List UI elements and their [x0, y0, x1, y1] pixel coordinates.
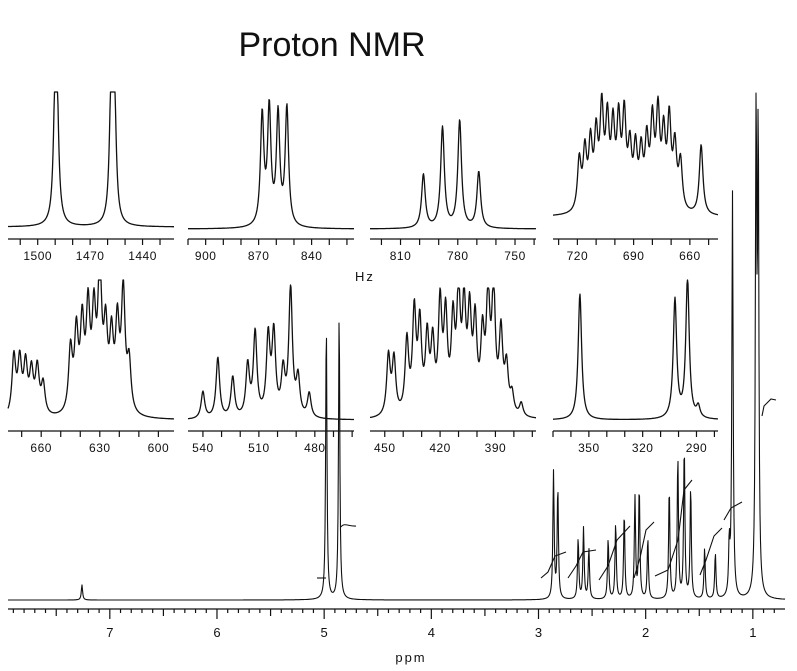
main-tick-label: 7: [106, 625, 113, 640]
inset-tick-label: 290: [686, 441, 708, 455]
inset-tick-label: 720: [567, 249, 589, 263]
inset-tick-label: 780: [447, 249, 469, 263]
integral-curve: [598, 525, 631, 581]
inset-tick-label: 870: [248, 249, 270, 263]
inset-tick-label: 540: [192, 441, 214, 455]
inset-tick-label: 320: [632, 441, 654, 455]
inset-tick-label: 390: [485, 441, 507, 455]
inset-tick-label: 510: [248, 441, 270, 455]
inset-panel: 350 320 290: [552, 279, 719, 455]
inset-trace: [552, 279, 719, 421]
inset-tick-label: 1500: [23, 249, 52, 263]
inset-tick-label: 420: [429, 441, 451, 455]
inset-tick-label: 750: [504, 249, 526, 263]
integral-curve: [633, 521, 655, 579]
inset-panel: 450 420 390: [369, 287, 537, 455]
integral-curve: [654, 479, 693, 577]
main-tick-label: 5: [321, 625, 328, 640]
inset-panel: 1500 1470 1440: [7, 91, 175, 263]
integral-curve: [699, 527, 723, 576]
main-tick-label: 2: [642, 625, 649, 640]
inset-trace: [187, 284, 355, 421]
inset-tick-label: 600: [148, 441, 170, 455]
chart-title: Proton NMR: [238, 26, 425, 64]
main-tick-label: 1: [749, 625, 756, 640]
main-tick-label: 3: [535, 625, 542, 640]
inset-tick-label: 690: [623, 249, 645, 263]
main-spectrum: 7 6 5 4 3 2 1: [7, 92, 786, 640]
inset-tick-label: 1470: [76, 249, 105, 263]
inset-trace: [369, 287, 537, 419]
inset-trace: [187, 98, 355, 230]
inset-tick-label: 630: [89, 441, 111, 455]
main-tick-label: 4: [428, 625, 435, 640]
inset-tick-label: 900: [195, 249, 217, 263]
inset-panel: 660 630 600: [7, 279, 175, 455]
main-tick-label: 6: [213, 625, 220, 640]
integral-curve: [723, 501, 743, 521]
inset-panel: 900 870 840: [187, 98, 355, 263]
inset-tick-label: 660: [679, 249, 701, 263]
inset-tick-label: 810: [390, 249, 412, 263]
inset-trace: [369, 119, 537, 230]
inset-panel: 720 690 660: [552, 92, 719, 263]
inset-axis-label: Hz: [355, 269, 375, 284]
integral-curve: [340, 524, 357, 528]
integral-curve: [567, 549, 597, 579]
inset-tick-label: 840: [301, 249, 323, 263]
inset-trace: [7, 279, 175, 420]
inset-tick-label: 1440: [128, 249, 157, 263]
main-trace: [7, 92, 786, 601]
integral-curve: [761, 398, 777, 417]
inset-panels: 1500 1470 1440 900 870 840 810 780 750 720 690 6606…: [7, 91, 719, 455]
inset-trace: [7, 91, 175, 228]
inset-trace: [552, 92, 719, 216]
inset-tick-label: 450: [374, 441, 396, 455]
inset-tick-label: 350: [578, 441, 600, 455]
x-axis-label: ppm: [395, 650, 426, 665]
inset-tick-label: 660: [30, 441, 52, 455]
inset-panel: 810 780 750: [369, 119, 537, 263]
inset-tick-label: 480: [304, 441, 326, 455]
integral-curve: [540, 551, 567, 579]
inset-panel: 540 510 480: [187, 284, 355, 455]
